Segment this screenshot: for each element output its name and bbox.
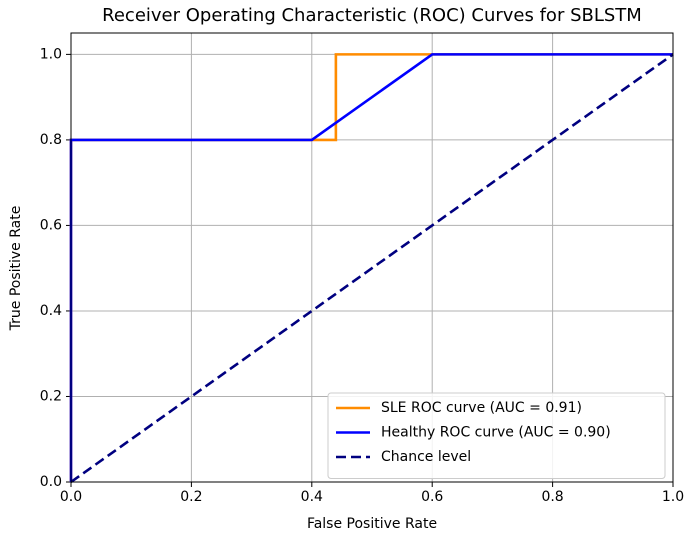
chart-title: Receiver Operating Characteristic (ROC) … bbox=[102, 5, 642, 26]
x-tick-label: 0.4 bbox=[301, 489, 323, 505]
x-tick-label: 0.6 bbox=[421, 489, 443, 505]
plot-frame bbox=[70, 32, 674, 483]
line-series bbox=[70, 53, 674, 484]
legend-label: Chance level bbox=[381, 449, 471, 465]
x-axis-label: False Positive Rate bbox=[307, 516, 437, 532]
y-tick-label: 0.4 bbox=[40, 303, 62, 319]
x-tick-label: 0.8 bbox=[541, 489, 563, 505]
legend-label: SLE ROC curve (AUC = 0.91) bbox=[381, 400, 582, 416]
legend-box bbox=[327, 392, 666, 479]
y-tick-label: 0.2 bbox=[40, 388, 62, 404]
y-axis-label: True Positive Rate bbox=[8, 206, 24, 332]
y-tick-label: 0.0 bbox=[40, 474, 62, 490]
x-tick-label: 1.0 bbox=[662, 489, 684, 505]
y-tick-label: 0.6 bbox=[40, 217, 62, 233]
y-tick-label: 0.8 bbox=[40, 132, 62, 148]
y-tick-label: 1.0 bbox=[40, 46, 62, 62]
legend-label: Healthy ROC curve (AUC = 0.90) bbox=[381, 425, 611, 441]
x-tick-label: 0.0 bbox=[60, 489, 82, 505]
x-tick-label: 0.2 bbox=[180, 489, 202, 505]
